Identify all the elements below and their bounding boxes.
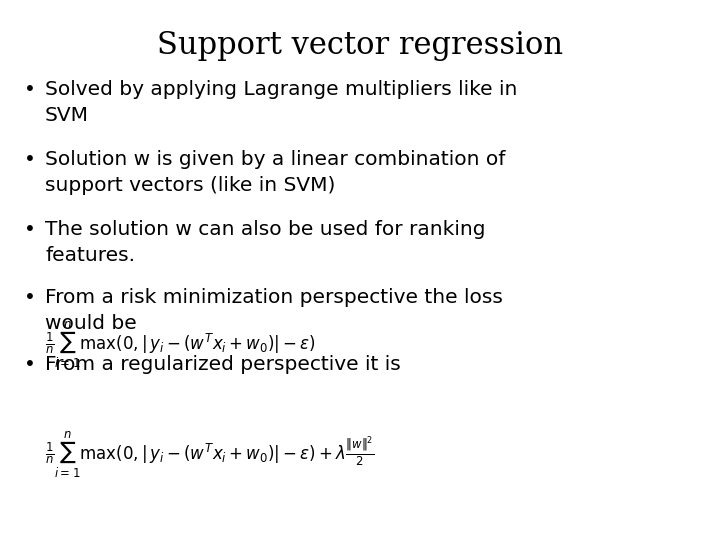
Text: The solution w can also be used for ranking
features.: The solution w can also be used for rank… [45, 220, 485, 265]
Text: Support vector regression: Support vector regression [157, 30, 563, 61]
Text: •: • [24, 150, 36, 169]
Text: •: • [24, 220, 36, 239]
Text: Solution w is given by a linear combination of
support vectors (like in SVM): Solution w is given by a linear combinat… [45, 150, 505, 195]
Text: •: • [24, 355, 36, 374]
Text: Solved by applying Lagrange multipliers like in
SVM: Solved by applying Lagrange multipliers … [45, 80, 518, 125]
Text: $\frac{1}{n}\sum_{i=1}^{n}\mathrm{max}(0,|\,y_i-(w^Tx_i+w_0)|-\varepsilon)$: $\frac{1}{n}\sum_{i=1}^{n}\mathrm{max}(0… [45, 320, 316, 370]
Text: •: • [24, 288, 36, 307]
Text: $\frac{1}{n}\sum_{i=1}^{n}\mathrm{max}(0,|\,y_i-(w^Tx_i+w_0)|-\varepsilon)+\lamb: $\frac{1}{n}\sum_{i=1}^{n}\mathrm{max}(0… [45, 430, 374, 480]
Text: From a regularized perspective it is: From a regularized perspective it is [45, 355, 401, 374]
Text: •: • [24, 80, 36, 99]
Text: From a risk minimization perspective the loss
would be: From a risk minimization perspective the… [45, 288, 503, 333]
